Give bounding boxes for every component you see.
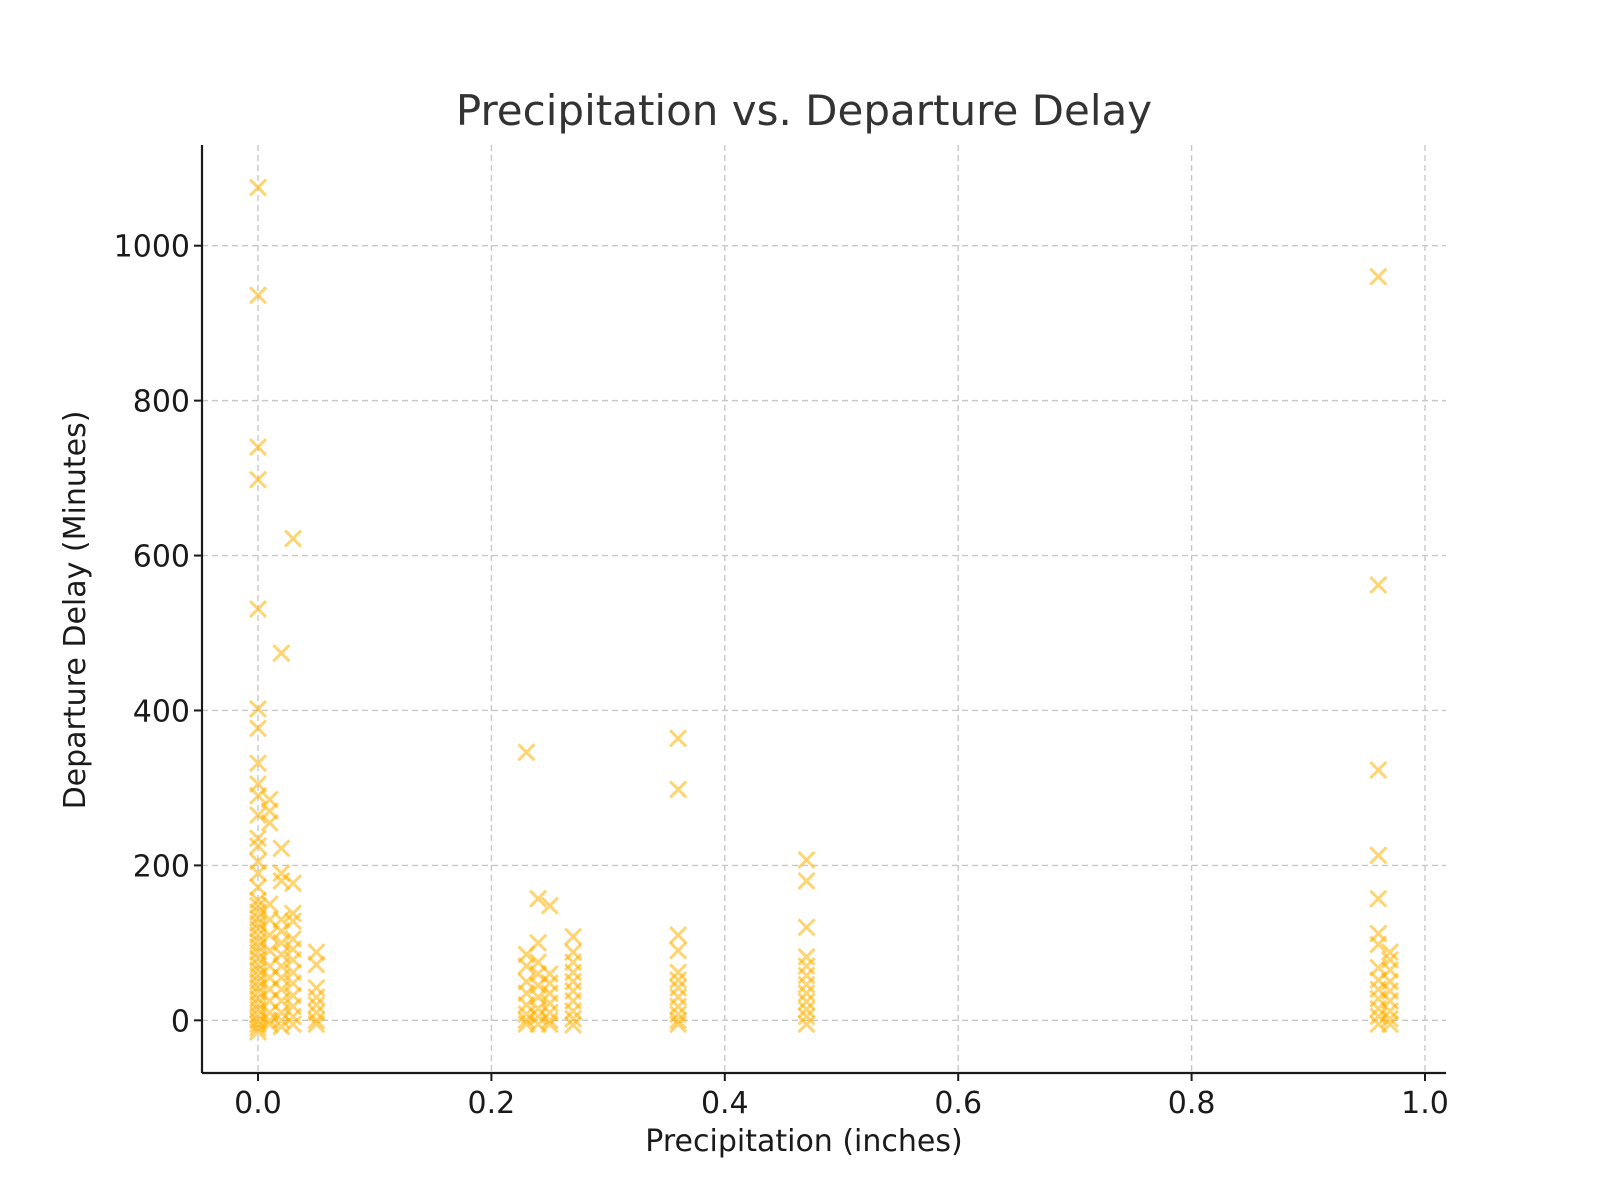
data-point [283, 529, 303, 548]
data-point [248, 878, 268, 897]
data-point [1369, 935, 1388, 954]
data-point [669, 780, 688, 799]
data-point [1369, 846, 1388, 865]
data-point [797, 1000, 816, 1019]
x-tick-label: 0.8 [1168, 1086, 1216, 1121]
data-point [669, 941, 688, 960]
data-point [797, 975, 816, 994]
data-point [529, 933, 548, 952]
data-point [797, 918, 816, 937]
data-point [283, 904, 303, 923]
grid-lines [202, 145, 1446, 1073]
data-point [283, 912, 303, 931]
data-point [669, 970, 688, 990]
data-point [540, 896, 559, 915]
data-point [1380, 1009, 1400, 1028]
data-point [540, 1011, 559, 1030]
data-point [564, 1015, 583, 1035]
data-point [283, 874, 303, 893]
data-point [307, 955, 326, 974]
y-tick-label: 0 [171, 1004, 190, 1039]
data-point [248, 1019, 268, 1038]
data-point [529, 889, 548, 908]
data-point [248, 699, 268, 718]
data-point [248, 599, 268, 619]
data-point [797, 992, 816, 1011]
data-point [1369, 575, 1388, 595]
data-point [797, 1015, 816, 1034]
data-point [1380, 1015, 1400, 1034]
data-point [260, 895, 279, 914]
data-point [307, 995, 326, 1014]
x-tick-label: 0.4 [701, 1086, 749, 1121]
y-tick-label: 1000 [114, 230, 190, 265]
data-point [248, 470, 268, 489]
x-tick-label: 1.0 [1401, 1086, 1449, 1121]
data-point [564, 1009, 583, 1028]
data-point [248, 786, 268, 805]
data-point [272, 644, 291, 663]
chart-title: Precipitation vs. Departure Delay [456, 86, 1152, 135]
data-point [307, 988, 326, 1007]
data-points [248, 178, 1400, 1042]
data-point [248, 178, 268, 197]
data-point [797, 984, 816, 1003]
data-point [540, 1015, 559, 1034]
data-point [272, 839, 291, 858]
data-point [797, 1007, 816, 1026]
data-point [669, 997, 688, 1016]
data-point [1369, 761, 1388, 780]
data-point [260, 941, 279, 960]
y-tick-label: 200 [133, 849, 190, 884]
y-tick-label: 600 [133, 540, 190, 575]
data-point [669, 1015, 688, 1034]
data-point [517, 743, 536, 762]
data-point [797, 850, 816, 870]
data-point [283, 1015, 303, 1034]
y-tick-label: 400 [133, 694, 190, 729]
data-point [248, 719, 268, 738]
x-axis-title: Precipitation (inches) [645, 1124, 962, 1159]
data-point [669, 963, 688, 982]
y-tick-label: 800 [133, 385, 190, 420]
data-point [517, 957, 536, 976]
data-point [283, 1007, 303, 1026]
data-point [669, 926, 688, 945]
data-point [1369, 889, 1388, 908]
data-point [248, 829, 268, 848]
data-point [669, 1011, 688, 1030]
x-tick-label: 0.0 [234, 1086, 282, 1121]
data-point [248, 864, 268, 883]
axes [194, 145, 1446, 1081]
data-point [564, 1001, 583, 1021]
tick-labels: 0.0 0.2 0.4 0.6 0.8 1.0 0 200 400 600 800 1000 [114, 230, 1449, 1121]
data-point [248, 286, 268, 305]
data-point [1369, 267, 1388, 286]
data-point [260, 926, 279, 945]
data-point [248, 438, 268, 457]
data-point [564, 927, 583, 946]
x-tick-label: 0.6 [934, 1086, 982, 1121]
data-point [797, 871, 816, 890]
data-point [1380, 1001, 1400, 1021]
y-axis-title: Departure Delay (Minutes) [58, 411, 93, 810]
data-point [1380, 943, 1400, 962]
data-point [307, 1015, 326, 1034]
data-point [248, 754, 268, 773]
data-point [307, 1011, 326, 1030]
data-point [260, 813, 279, 832]
data-point [669, 729, 688, 748]
x-tick-label: 0.2 [468, 1086, 516, 1121]
data-point [248, 805, 268, 825]
data-point [248, 836, 268, 856]
data-point [272, 1011, 291, 1030]
